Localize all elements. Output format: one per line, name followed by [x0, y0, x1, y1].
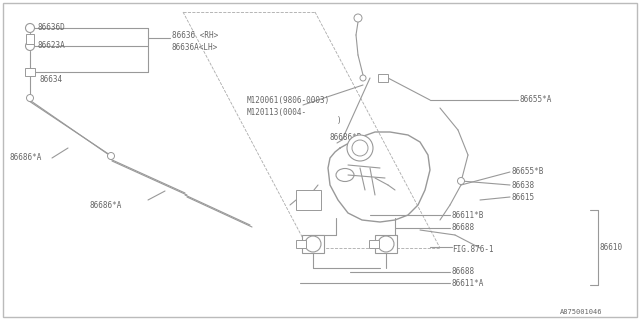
Text: 86638: 86638: [512, 180, 535, 189]
Bar: [296, 190, 321, 210]
Text: 86611*A: 86611*A: [452, 278, 484, 287]
Text: 86655*B: 86655*B: [512, 167, 545, 177]
Circle shape: [352, 140, 368, 156]
Text: 86636 <RH>: 86636 <RH>: [172, 30, 218, 39]
Bar: [25, 68, 35, 76]
Circle shape: [108, 153, 115, 159]
Text: M120113(0004-: M120113(0004-: [247, 108, 307, 116]
Bar: [378, 74, 388, 82]
Text: 86688: 86688: [452, 268, 475, 276]
Text: 86686*A: 86686*A: [90, 201, 122, 210]
Text: 86611*B: 86611*B: [452, 211, 484, 220]
Text: 86636A<LH>: 86636A<LH>: [172, 44, 218, 52]
Text: 86634: 86634: [40, 75, 63, 84]
Circle shape: [354, 14, 362, 22]
Circle shape: [347, 135, 373, 161]
Bar: [296, 240, 306, 248]
Text: A875001046: A875001046: [560, 309, 602, 315]
Circle shape: [305, 236, 321, 252]
Bar: [302, 235, 324, 253]
Circle shape: [26, 23, 35, 33]
Bar: [369, 240, 379, 248]
Circle shape: [26, 94, 33, 101]
Circle shape: [26, 42, 35, 51]
Circle shape: [360, 75, 366, 81]
Circle shape: [378, 236, 394, 252]
Text: 86688: 86688: [452, 223, 475, 233]
Text: 86623A: 86623A: [37, 42, 65, 51]
Text: M120061(9806-0003): M120061(9806-0003): [247, 95, 330, 105]
Text: 86655*A: 86655*A: [520, 95, 552, 105]
Text: FIG.876-1: FIG.876-1: [452, 245, 493, 254]
Bar: [375, 235, 397, 253]
Text: ): ): [337, 116, 342, 124]
Circle shape: [458, 178, 465, 185]
Text: 86686*B: 86686*B: [330, 133, 362, 142]
Text: 86615: 86615: [512, 193, 535, 202]
Text: 86636D: 86636D: [37, 23, 65, 33]
Text: 86610: 86610: [600, 244, 623, 252]
Bar: [26, 34, 34, 44]
Text: 86686*A: 86686*A: [10, 154, 42, 163]
